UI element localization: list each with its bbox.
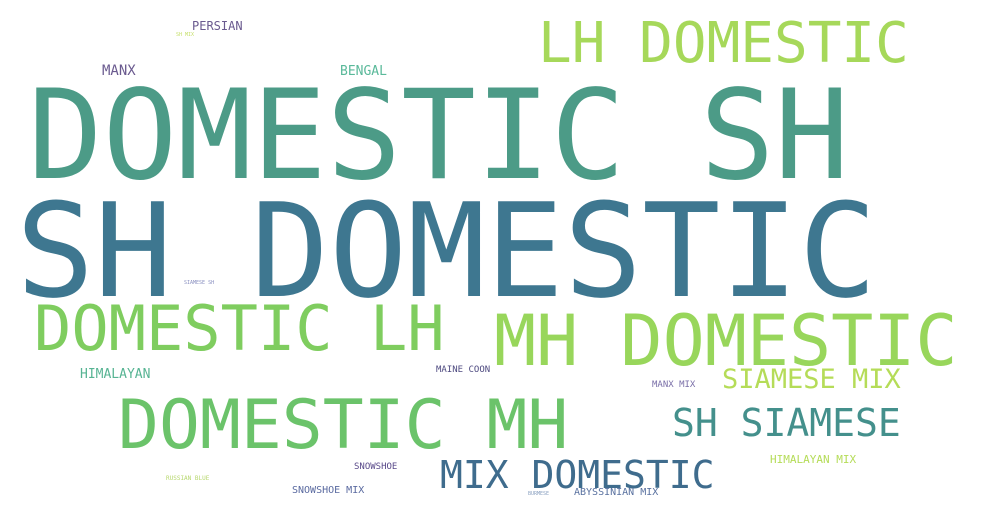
- word-persian: PERSIAN: [192, 19, 243, 33]
- word-sh-siamese: SH SIAMESE: [672, 401, 901, 445]
- word-burmese: BURMESE: [528, 491, 550, 497]
- word-domestic-sh: DOMESTIC SH: [28, 64, 850, 208]
- word-bengal: BENGAL: [340, 64, 387, 79]
- word-sh-mix: SH MIX: [176, 32, 195, 38]
- word-domestic-mh: DOMESTIC MH: [118, 386, 569, 465]
- word-maine-coon: MAINE COON: [436, 365, 491, 375]
- word-snowshoe-mix: SNOWSHOE MIX: [292, 485, 365, 496]
- word-manx-mix: MANX MIX: [652, 380, 696, 390]
- word-himalayan-mix: HIMALAYAN MIX: [770, 453, 857, 466]
- word-lh-domestic: LH DOMESTIC: [538, 11, 909, 76]
- word-domestic-lh: DOMESTIC LH: [34, 292, 445, 365]
- word-russian-blue: RUSSIAN BLUE: [166, 475, 210, 482]
- word-siamese-sh: SIAMESE SH: [184, 280, 215, 286]
- word-siamese-mix: SIAMESE MIX: [722, 364, 901, 395]
- word-mix-domestic: MIX DOMESTIC: [440, 453, 715, 497]
- word-mh-domestic: MH DOMESTIC: [494, 300, 958, 382]
- word-abyssinian-mix: ABYSSINIAN MIX: [574, 487, 659, 498]
- word-himalayan: HIMALAYAN: [80, 367, 151, 382]
- word-sh-domestic: SH DOMESTIC: [16, 175, 877, 327]
- word-snowshoe: SNOWSHOE: [354, 462, 398, 472]
- word-manx: MANX: [102, 63, 136, 79]
